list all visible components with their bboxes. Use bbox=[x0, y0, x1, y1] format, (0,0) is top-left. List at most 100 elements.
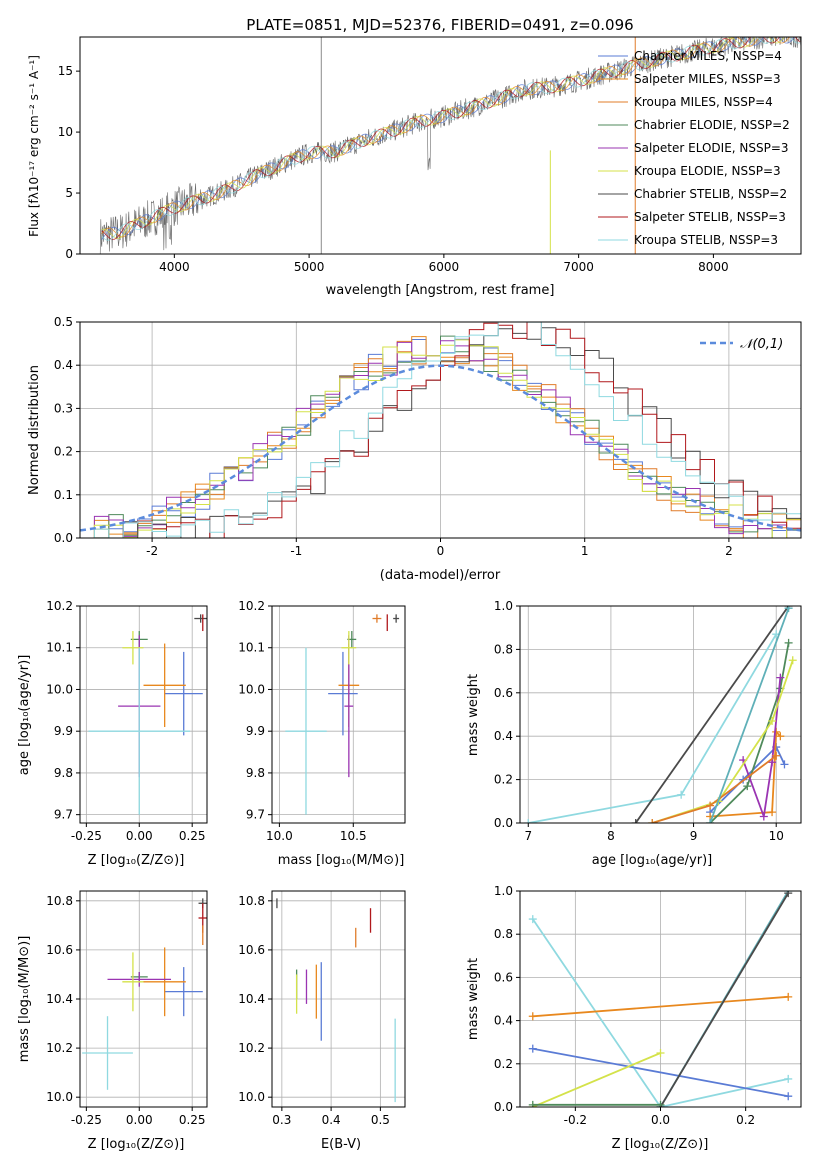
spectrum-xlabel: wavelength [Angstrom, rest frame] bbox=[326, 283, 555, 298]
mass-weight-line bbox=[532, 995, 789, 1018]
mass-vs-ebv-axes: 0.3 0.4 0.5 10.0 10.2 10.4 10.6 10.8 bbox=[238, 890, 406, 1127]
tick-label-x: 2 bbox=[725, 544, 733, 558]
tick-label-y: 0.3 bbox=[54, 401, 73, 415]
legend-entry: Chabrier ELODIE, NSSP=2 bbox=[598, 118, 790, 132]
tick-label-y: 5 bbox=[65, 186, 73, 200]
tick-label-y: 0.2 bbox=[494, 773, 513, 787]
axes-frame bbox=[79, 36, 802, 255]
age-vs-mass-axes-points bbox=[285, 614, 400, 815]
tick-label-x: 0.0 bbox=[651, 1113, 670, 1127]
legend-entry: Kroupa ELODIE, NSSP=3 bbox=[598, 164, 781, 178]
tick-label-y: 15 bbox=[58, 64, 73, 78]
figure-title: PLATE=0851, MJD=52376, FIBERID=0491, z=0… bbox=[246, 16, 633, 34]
tick-label-x: 7000 bbox=[563, 260, 594, 274]
tick-label-y: 10.0 bbox=[46, 682, 73, 696]
tick-label-x: 7 bbox=[524, 829, 532, 843]
legend-entry: Kroupa STELIB, NSSP=3 bbox=[598, 233, 778, 247]
mass-weight-marker bbox=[788, 656, 797, 665]
mass-weight-marker bbox=[706, 801, 715, 810]
tick-label-y: 10.2 bbox=[238, 599, 265, 613]
massweight-vs-age-axes: 7 8 9 10 0.0 0.2 0.4 0.6 0.8 1.0 bbox=[494, 599, 802, 843]
residuals-axes: -2 -1 0 1 2 0.0 0.1 0.2 0.3 0.4 0.5 bbox=[54, 315, 802, 558]
tick-label-y: 9.9 bbox=[246, 724, 265, 738]
tick-label-y: 0.4 bbox=[54, 358, 73, 372]
mass-weight-line bbox=[659, 892, 789, 1107]
massweight-vs-z-axes-series bbox=[528, 891, 793, 1107]
spectrum-lines bbox=[99, 37, 801, 254]
tick-label-y: 9.9 bbox=[54, 724, 73, 738]
tick-label-y: 9.8 bbox=[54, 766, 73, 780]
tick-label-y: 0.0 bbox=[54, 531, 73, 545]
mass-weight-marker bbox=[776, 732, 785, 741]
axes-frame bbox=[79, 890, 208, 1108]
legend-entry: Kroupa MILES, NSSP=4 bbox=[598, 95, 773, 109]
legend-label: Salpeter MILES, NSSP=3 bbox=[634, 72, 781, 86]
legend-label: Chabrier ELODIE, NSSP=2 bbox=[634, 118, 790, 132]
mw-age-ylabel: mass weight bbox=[466, 674, 481, 756]
tick-label-y: 10.2 bbox=[238, 1041, 265, 1055]
tick-label-y: 10.1 bbox=[238, 641, 265, 655]
mass-weight-marker bbox=[656, 1049, 665, 1057]
legend-entry: Salpeter STELIB, NSSP=3 bbox=[598, 210, 786, 224]
mass-vs-z-axes-points bbox=[82, 898, 207, 1090]
mass-weight-marker bbox=[784, 638, 793, 647]
tick-label-x: 8000 bbox=[698, 260, 729, 274]
age-vs-z-axes-points bbox=[88, 614, 207, 815]
mass-weight-marker bbox=[772, 727, 781, 736]
tick-label-y: 10.8 bbox=[238, 894, 265, 908]
mass-weight-marker bbox=[743, 782, 752, 791]
legend-label: Kroupa MILES, NSSP=4 bbox=[634, 95, 773, 109]
tick-label-y: 10.8 bbox=[46, 894, 73, 908]
mw-z-ylabel: mass weight bbox=[466, 958, 481, 1040]
residuals-panel: -2 -1 0 1 2 0.0 0.1 0.2 0.3 0.4 0.5 (data-model)/e… bbox=[27, 315, 802, 583]
spectrum-model-line bbox=[101, 37, 801, 240]
mw-z-xlabel: Z [log₁₀(Z/Z⊙)] bbox=[612, 1137, 709, 1152]
mass-z-xlabel: Z [log₁₀(Z/Z⊙)] bbox=[88, 1137, 185, 1152]
tick-label-y: 1.0 bbox=[494, 884, 513, 898]
age-z-ylabel: age [log₁₀(age/yr)] bbox=[17, 655, 32, 776]
mass-weight-line bbox=[651, 660, 794, 823]
tick-label-x: 4000 bbox=[159, 260, 190, 274]
tick-label-y: 0.4 bbox=[494, 729, 513, 743]
mass-weight-marker bbox=[631, 819, 640, 823]
tick-label-x: 0.3 bbox=[272, 1113, 291, 1127]
residuals-xlabel: (data-model)/error bbox=[380, 568, 501, 583]
tick-label-x: 6000 bbox=[429, 260, 460, 274]
mass-weight-marker bbox=[528, 1044, 537, 1053]
tick-label-y: 10.4 bbox=[238, 992, 265, 1006]
mass-weight-line bbox=[710, 729, 781, 818]
tick-label-y: 0.8 bbox=[494, 642, 513, 656]
mass-weight-marker bbox=[706, 819, 715, 823]
tick-label-y: 0.2 bbox=[54, 445, 73, 459]
mass-weight-marker bbox=[759, 812, 768, 821]
legend-label: Kroupa ELODIE, NSSP=3 bbox=[634, 164, 781, 178]
tick-label-x: 1 bbox=[581, 544, 589, 558]
mass-weight-marker bbox=[776, 673, 785, 682]
spectrum-legend: Chabrier MILES, NSSP=4 Salpeter MILES, NS… bbox=[598, 49, 790, 247]
spectrum-ylabel: Flux [fλ10⁻¹⁷ erg cm⁻² s⁻¹ A⁻¹] bbox=[27, 55, 41, 237]
mass-weight-marker bbox=[784, 992, 793, 1001]
legend-entry: Salpeter ELODIE, NSSP=3 bbox=[598, 141, 789, 155]
tick-label-y: 0.0 bbox=[494, 816, 513, 830]
legend-label: Chabrier STELIB, NSSP=2 bbox=[634, 187, 787, 201]
axes-frame bbox=[79, 605, 208, 824]
mass-weight-marker bbox=[780, 760, 789, 769]
mw-age-xlabel: age [log₁₀(age/yr)] bbox=[592, 853, 713, 868]
mass-weight-line bbox=[634, 606, 790, 823]
mass-weight-marker bbox=[784, 1092, 793, 1101]
tick-label-x: 9 bbox=[690, 829, 698, 843]
mass-weight-marker bbox=[528, 1012, 537, 1021]
mass-weight-marker bbox=[528, 915, 537, 924]
spectrum-model-line bbox=[101, 37, 791, 238]
tick-label-y: 9.7 bbox=[54, 808, 73, 822]
mass-weight-marker bbox=[772, 751, 781, 760]
tick-label-y: 10.1 bbox=[46, 641, 73, 655]
tick-label-y: 10.0 bbox=[238, 682, 265, 696]
tick-label-x: 10.5 bbox=[340, 829, 367, 843]
tick-label-x: 10 bbox=[769, 829, 784, 843]
legend-entry: Chabrier STELIB, NSSP=2 bbox=[598, 187, 787, 201]
axes-frame bbox=[271, 890, 406, 1108]
tick-label-y: 9.7 bbox=[246, 808, 265, 822]
tick-label-x: 0.00 bbox=[126, 829, 153, 843]
tick-label-x: 0.2 bbox=[736, 1113, 755, 1127]
